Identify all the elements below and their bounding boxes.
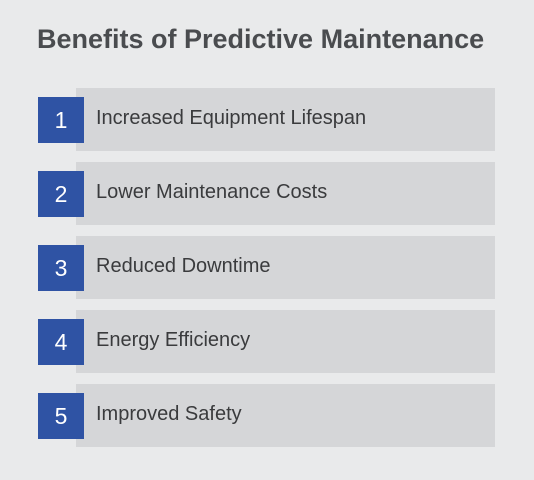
item-bar xyxy=(76,236,495,299)
number-badge: 5 xyxy=(38,393,84,439)
number-badge: 1 xyxy=(38,97,84,143)
item-label: Improved Safety xyxy=(96,402,242,425)
item-label: Lower Maintenance Costs xyxy=(96,180,328,203)
item-label: Increased Equipment Lifespan xyxy=(96,106,367,129)
list-item: 2 Lower Maintenance Costs xyxy=(38,162,495,225)
benefits-list: 1 Increased Equipment Lifespan 2 Lower M… xyxy=(38,88,495,458)
item-bar xyxy=(76,162,495,225)
item-bar xyxy=(76,310,495,373)
number-badge: 2 xyxy=(38,171,84,217)
number-badge: 3 xyxy=(38,245,84,291)
list-item: 1 Increased Equipment Lifespan xyxy=(38,88,495,151)
item-bar xyxy=(76,88,495,151)
number-badge: 4 xyxy=(38,319,84,365)
item-label: Reduced Downtime xyxy=(96,254,271,277)
list-item: 4 Energy Efficiency xyxy=(38,310,495,373)
list-item: 5 Improved Safety xyxy=(38,384,495,447)
list-item: 3 Reduced Downtime xyxy=(38,236,495,299)
page-title: Benefits of Predictive Maintenance xyxy=(37,24,485,54)
item-bar xyxy=(76,384,495,447)
item-label: Energy Efficiency xyxy=(96,328,251,351)
